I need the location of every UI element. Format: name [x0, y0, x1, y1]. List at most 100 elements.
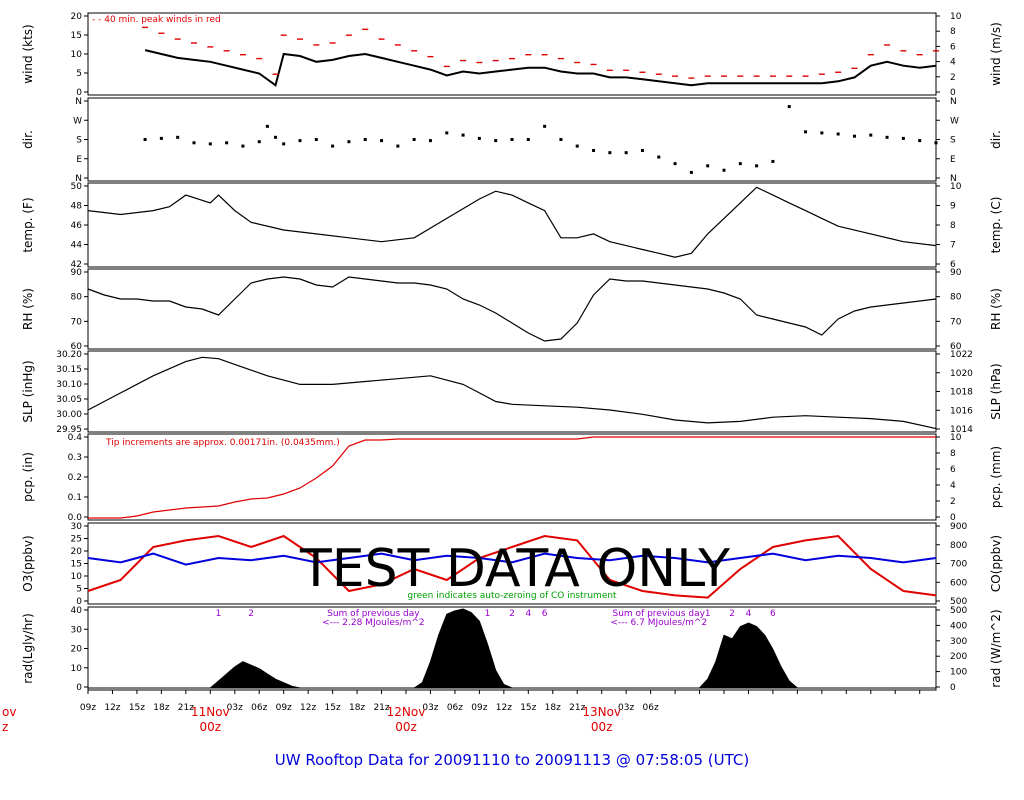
- panel-pcp: 0.0 0.1 0.2 0.3 0.4 0 2 4 6 8 10 pcp. (in) pcp. (mm)…: [21, 433, 1003, 523]
- peak-wind-mark: [297, 38, 303, 40]
- direction-point: [347, 140, 351, 144]
- direction-point: [159, 136, 163, 140]
- panel-slp: 29.95 30.00 30.05 30.10 30.15 30.20 1014 1016 10…: [21, 350, 1003, 435]
- x-hour-label: 21z: [373, 703, 389, 713]
- peak-wind-mark: [737, 75, 744, 77]
- peak-wind-mark: [769, 75, 776, 77]
- series-o3: [87, 534, 937, 599]
- y-tick-label: 15: [71, 31, 82, 41]
- direction-point: [804, 130, 808, 134]
- y-tick-label: N: [75, 174, 82, 184]
- x-hour-label: 09z: [80, 703, 96, 713]
- y2-tick-label: 300: [950, 637, 967, 647]
- direction-point: [673, 162, 677, 166]
- peak-wind-mark: [884, 44, 891, 46]
- peak-wind-mark: [933, 50, 939, 52]
- peak-wind-mark: [672, 75, 679, 77]
- cut-date-label: ov: [2, 705, 16, 719]
- peak-wind-mark: [916, 54, 923, 56]
- y-tick-label: 0.4: [68, 433, 83, 443]
- direction-point: [689, 170, 693, 174]
- chart-title: UW Rooftop Data for 20091110 to 20091113…: [275, 751, 749, 769]
- y-tick-label: 30: [71, 625, 83, 635]
- direction-point: [592, 148, 596, 152]
- y2-tick-label: 800: [950, 541, 967, 551]
- y2-tick-label: 1022: [950, 350, 973, 360]
- y-tick-label: 50: [71, 182, 83, 192]
- direction-point: [901, 136, 905, 140]
- peak-wind-mark: [345, 34, 352, 36]
- day-date-label: 12Nov: [387, 705, 426, 719]
- x-hour-label: 03z: [227, 703, 243, 713]
- y-tick-label: 29.95: [56, 425, 82, 435]
- peak-wind-mark: [590, 63, 597, 66]
- direction-point: [461, 133, 465, 137]
- hour-mark: 1: [705, 609, 711, 619]
- x-hour-label: 15z: [325, 703, 341, 713]
- direction-point: [225, 141, 229, 145]
- direction-point: [265, 124, 269, 128]
- peak-wind-mark: [362, 28, 369, 31]
- peak-wind-mark: [851, 67, 858, 70]
- x-hour-label: 06z: [643, 703, 659, 713]
- y-tick-label: 5: [76, 69, 82, 79]
- y-tick-label: 30.00: [56, 410, 82, 420]
- y2-tick-label: 10: [950, 12, 962, 22]
- peak-wind-mark: [476, 61, 483, 64]
- y-tick-label: 0: [76, 597, 82, 607]
- panel-frame: [87, 350, 937, 433]
- direction-point: [298, 139, 302, 143]
- peak-wind-mark: [239, 54, 246, 56]
- day-time-label: 00z: [395, 720, 417, 734]
- y-tick-label: 30.20: [56, 350, 82, 360]
- y2-tick-label: 700: [950, 560, 967, 570]
- hour-mark: 6: [770, 609, 776, 619]
- direction-point: [331, 144, 335, 148]
- y-tick-label: 70: [71, 317, 83, 327]
- peak-wind-mark: [900, 50, 907, 52]
- direction-point: [918, 139, 922, 143]
- peak-wind-mark: [329, 42, 336, 44]
- y2-tick-label: 400: [950, 621, 967, 631]
- peak-wind-mark: [818, 73, 825, 75]
- direction-point: [363, 138, 367, 141]
- y2-tick-label: 80: [950, 293, 962, 303]
- direction-point: [787, 105, 791, 109]
- direction-point: [176, 135, 180, 139]
- x-hour-label: 18z: [545, 703, 561, 713]
- y2-tick-label: 90: [950, 268, 962, 278]
- y2-tick-label: 600: [950, 578, 967, 588]
- x-hour-label: 18z: [349, 703, 365, 713]
- y2-tick-label: 9: [950, 202, 956, 212]
- direction-point: [241, 144, 245, 148]
- y-tick-label: 20: [71, 645, 83, 655]
- y-tick-label: 0.3: [68, 453, 82, 463]
- y2-tick-label: 1014: [950, 425, 973, 435]
- y2-tick-label: 4: [950, 58, 956, 68]
- chart-watermark: TEST DATA ONLY: [299, 539, 730, 599]
- y-axis-label: O3(ppbv): [21, 535, 35, 591]
- daily-sum-annotation: Sum of previous day: [613, 609, 706, 619]
- y-tick-label: 30: [71, 522, 83, 532]
- direction-point: [657, 155, 661, 159]
- direction-point: [412, 138, 416, 141]
- peak-wind-mark: [623, 69, 630, 71]
- y-tick-label: 42: [71, 260, 82, 270]
- series-slp: [87, 356, 937, 430]
- y-tick-label: N: [75, 97, 82, 107]
- direction-point: [543, 124, 547, 128]
- y-tick-label: 15: [71, 560, 82, 570]
- panel-frame: [87, 268, 937, 350]
- direction-point: [755, 164, 759, 168]
- hour-mark: 4: [525, 609, 531, 619]
- day-time-label: 00z: [200, 720, 222, 734]
- hour-mark: 1: [485, 609, 491, 619]
- peak-wind-mark: [191, 42, 197, 44]
- y2-tick-label: 1020: [950, 369, 973, 379]
- direction-point: [771, 159, 775, 163]
- peak-wind-mark: [443, 65, 450, 68]
- panel-rh: 60 70 80 90 60 70 80 90 RH (%) RH (%): [21, 268, 1003, 352]
